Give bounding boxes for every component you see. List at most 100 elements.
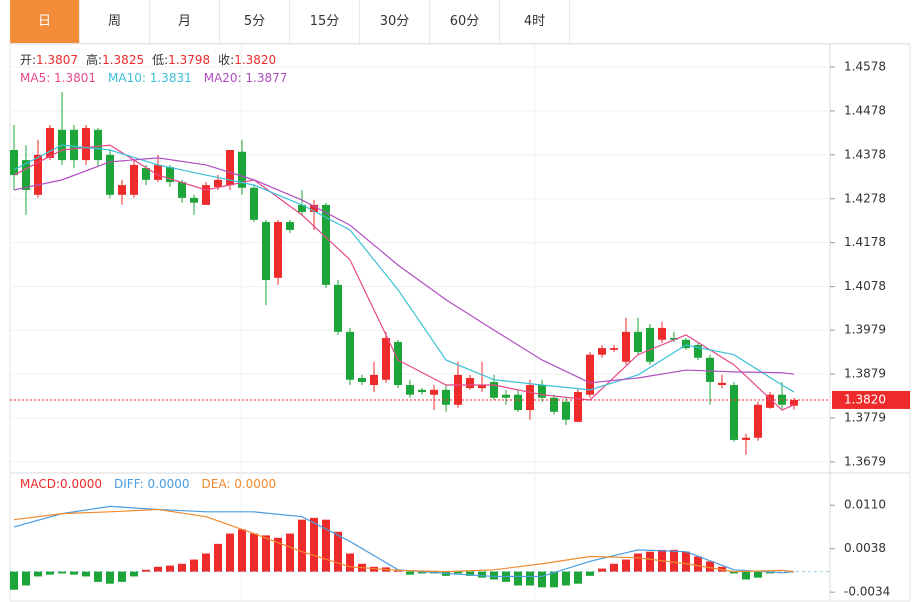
- macd-bar: [370, 566, 378, 572]
- candle-body: [490, 381, 498, 398]
- macd-bar: [610, 563, 618, 572]
- candle-body: [358, 377, 366, 382]
- candle-body: [130, 164, 138, 195]
- candle-body: [82, 128, 90, 161]
- ohlc-readout: 开:1.3807 高:1.3825 低:1.3798 收:1.3820: [20, 52, 276, 67]
- macd-bar: [262, 535, 270, 572]
- macd-bar: [22, 571, 30, 586]
- macd-bar: [190, 559, 198, 572]
- macd-bar: [286, 533, 294, 572]
- macd-bar: [130, 571, 138, 577]
- candle-body: [70, 129, 78, 161]
- frame: [9, 43, 911, 602]
- period-tab[interactable]: 月: [150, 0, 220, 43]
- period-tab[interactable]: 5分: [220, 0, 290, 43]
- macd-bar: [466, 571, 474, 576]
- macd-bar: [58, 571, 66, 574]
- ma-legend: MA5: 1.3801 MA10: 1.3831 MA20: 1.3877: [20, 71, 287, 85]
- macd-bar: [154, 566, 162, 572]
- candle-body: [250, 187, 258, 220]
- candle-body: [574, 392, 582, 422]
- macd-bar: [274, 537, 282, 572]
- candle-body: [298, 204, 306, 212]
- y-tick-label: 0.0038: [844, 541, 886, 555]
- candle-body: [598, 348, 606, 355]
- macd-bar: [70, 571, 78, 575]
- candle-body: [562, 401, 570, 420]
- macd-bar: [10, 571, 18, 590]
- period-tab[interactable]: 15分: [290, 0, 360, 43]
- readout-label: 开:: [20, 53, 36, 67]
- macd-bar: [622, 559, 630, 572]
- macd-bar: [670, 549, 678, 572]
- macd-bar: [514, 571, 522, 586]
- y-tick-label: 1.4178: [844, 235, 886, 249]
- macd-bar: [82, 571, 90, 577]
- macd-bar: [334, 531, 342, 572]
- y-tick-label: 1.3979: [844, 323, 886, 337]
- legend-entry: MA20: 1.3877: [204, 71, 288, 85]
- candle-body: [262, 222, 270, 281]
- candle-body: [406, 385, 414, 395]
- macd-bar: [646, 551, 654, 572]
- period-tab[interactable]: 4时: [500, 0, 570, 43]
- candle-body: [538, 385, 546, 398]
- legend-entry: DIFF: 0.0000: [114, 477, 190, 491]
- candle-body: [790, 399, 798, 406]
- y-tick-label: 1.4378: [844, 147, 886, 161]
- macd-bar: [106, 571, 114, 584]
- period-tab[interactable]: 周: [80, 0, 150, 43]
- macd-bar: [178, 563, 186, 572]
- candle-body: [682, 339, 690, 349]
- candle-body: [238, 151, 246, 188]
- candle-body: [286, 222, 294, 230]
- candle-body: [706, 357, 714, 382]
- candle-body: [154, 164, 162, 180]
- readout-value: 1.3807: [36, 53, 78, 67]
- candle-body: [766, 394, 774, 408]
- macd-bar: [562, 571, 570, 586]
- readout-value: 1.3825: [102, 53, 144, 67]
- period-tab[interactable]: 日: [10, 0, 80, 43]
- candle-body: [346, 331, 354, 380]
- period-tab[interactable]: 60分: [430, 0, 500, 43]
- candle-body: [622, 331, 630, 362]
- candle-body: [274, 222, 282, 278]
- period-tab[interactable]: 30分: [360, 0, 430, 43]
- legend-entry: MA10: 1.3831: [108, 71, 192, 85]
- y-tick-label: 1.3779: [844, 410, 886, 424]
- indicator-line: [13, 144, 795, 411]
- candle-body: [226, 149, 234, 186]
- indicator-line: [13, 508, 795, 573]
- macd-bar: [538, 571, 546, 588]
- macd-bar: [238, 529, 246, 572]
- macd-bar: [478, 571, 486, 578]
- macd-bar: [586, 571, 594, 576]
- legend-entry: MA5: 1.3801: [20, 71, 96, 85]
- candle-body: [742, 437, 750, 440]
- macd-bar: [550, 571, 558, 588]
- macd-bar: [202, 553, 210, 572]
- y-tick-label: 1.4078: [844, 279, 886, 293]
- macd-bar: [490, 571, 498, 580]
- candle-body: [550, 397, 558, 412]
- candle-body: [370, 374, 378, 386]
- macd-bar: [706, 561, 714, 572]
- candle-body: [34, 154, 42, 195]
- indicator-line: [13, 144, 795, 393]
- macd-bar: [694, 556, 702, 572]
- period-tabs: 日周月 5分 15分 30分 60分 4时: [10, 0, 910, 44]
- macd-bar: [298, 519, 306, 572]
- candle-body: [646, 327, 654, 362]
- y-tick-label: -0.0034: [844, 585, 890, 599]
- readout-label: 高:: [86, 52, 102, 67]
- candle-body: [118, 185, 126, 195]
- candle-body: [10, 149, 18, 176]
- y-tick-label: 1.3879: [844, 367, 886, 381]
- candle-body: [418, 389, 426, 393]
- macd-bar: [598, 568, 606, 572]
- y-tick-label: 1.4478: [844, 103, 886, 117]
- candle-body: [454, 374, 462, 405]
